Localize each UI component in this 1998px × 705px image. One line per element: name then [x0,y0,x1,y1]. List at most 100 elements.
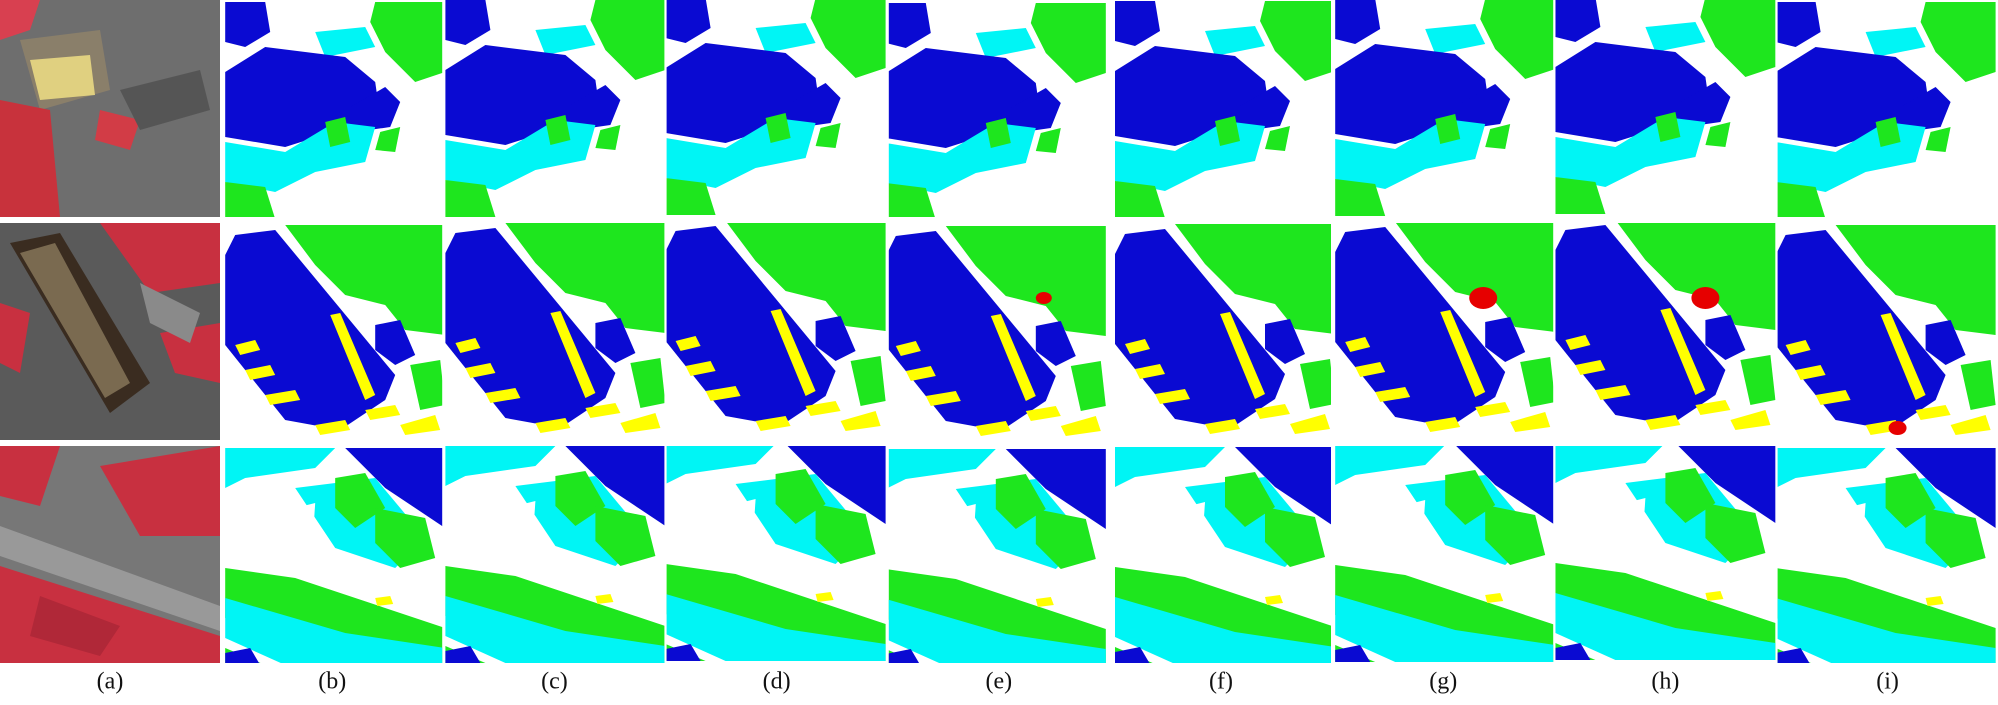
class-region [550,311,596,398]
class-region [1740,355,1776,405]
segmentation-map [1333,223,1554,440]
class-region [1655,112,1681,142]
image-region [0,526,220,631]
class-region [1915,405,1951,420]
class-region [585,403,621,418]
class-region [1435,114,1461,144]
class-region [1595,385,1631,400]
class-region [1617,223,1776,330]
class-region [888,231,1056,431]
class-region [850,356,886,406]
class-region [1355,362,1386,377]
image-region [100,446,220,536]
class-region [445,446,556,486]
class-region [1345,337,1371,352]
class-region [1265,595,1283,605]
class-region [375,508,436,568]
class-region [445,0,491,45]
class-region [1335,179,1386,216]
class-region [1070,361,1106,411]
image-region [0,303,30,373]
class-region [1865,27,1926,57]
segmentation-map [1777,0,1998,217]
class-region [985,118,1011,148]
class-region [730,499,756,574]
class-region [815,316,856,361]
class-region [840,411,881,431]
image-region [30,596,120,656]
class-region [1575,360,1606,375]
class-region [1220,312,1265,399]
class-region [1835,225,1996,335]
panel-label: (h) [1651,669,1679,695]
class-region [445,180,496,217]
class-region [815,123,841,148]
class-region [375,596,394,606]
class-region [1335,645,1371,662]
class-region [1555,0,1601,42]
class-region [365,405,401,420]
class-region [1620,498,1646,573]
class-region [1555,177,1606,214]
class-region [1335,227,1506,427]
class-region [315,27,376,57]
class-region [535,418,571,433]
class-region [555,471,606,526]
class-region [1520,357,1554,407]
class-region [1425,24,1486,54]
class-region [1480,0,1554,79]
class-region [815,592,834,602]
class-region [545,115,571,145]
class-region [1035,597,1054,607]
class-region [620,413,661,433]
class-region [787,446,886,524]
segmentation-map [888,223,1109,440]
class-region [1815,390,1851,405]
class-region [345,448,443,526]
class-region [445,596,665,663]
class-region [1705,503,1766,563]
class-region [975,421,1011,436]
class-region [945,226,1106,336]
segmentation-map [888,446,1109,663]
class-region [895,341,921,356]
class-region [705,386,741,401]
segmentation-map [1555,0,1776,217]
class-region [1469,287,1498,309]
class-region [1900,87,1951,132]
class-region [235,340,261,355]
class-region [1705,315,1746,360]
segmentation-map [1555,446,1776,663]
class-region [1795,365,1826,380]
class-region [815,504,876,564]
class-region [1777,598,1996,663]
class-region [400,415,441,435]
class-region [1510,412,1551,432]
aerial-image [0,0,220,217]
class-region [1255,404,1290,419]
class-region [666,594,886,661]
image-region [120,70,210,130]
class-region [1875,117,1901,147]
aerial-image [0,446,220,663]
class-region [666,226,836,426]
class-region [1695,400,1731,415]
segmentation-map [888,0,1109,217]
class-region [1960,360,1996,410]
class-region [1691,287,1720,309]
class-region [1035,292,1052,304]
class-region [1135,364,1165,379]
class-region [1665,468,1716,523]
class-region [1555,225,1726,425]
segmentation-map [1333,0,1554,217]
class-region [727,223,886,331]
class-region [1485,593,1504,603]
class-region [1180,502,1205,577]
class-region [1777,182,1825,217]
class-region [1115,1,1160,46]
class-region [335,473,386,528]
segmentation-map [444,0,665,217]
class-region [1705,591,1724,601]
class-region [285,225,443,335]
